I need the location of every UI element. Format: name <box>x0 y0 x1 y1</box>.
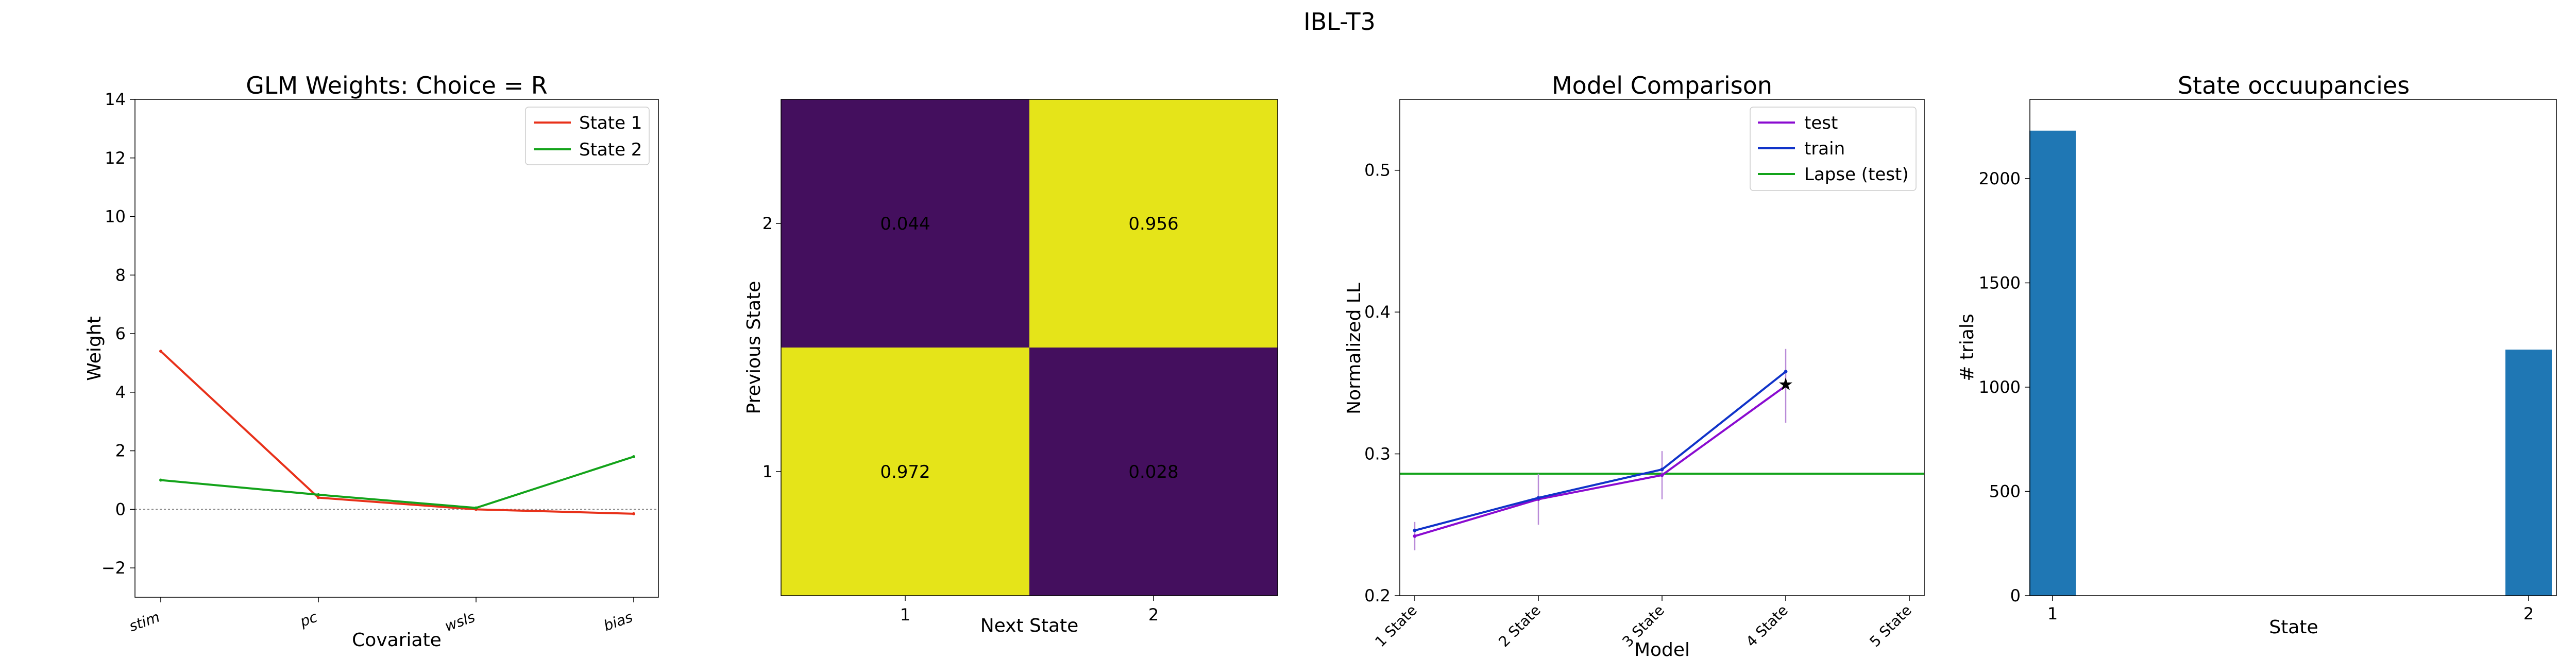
series-point <box>1784 370 1788 374</box>
heatmap-cell <box>781 99 1029 348</box>
series-point <box>632 512 635 515</box>
series-point <box>317 493 320 496</box>
legend-label-state-2: State 2 <box>579 140 642 160</box>
y-tick-label: 0.3 <box>1364 444 1391 464</box>
heatmap-xlabel: Next State <box>980 615 1079 636</box>
x-tick-label: bias <box>601 609 635 635</box>
legend-label-lapse: Lapse (test) <box>1804 164 1909 185</box>
y-tick-label: 0.2 <box>1364 586 1391 605</box>
x-tick-label: 4 State <box>1742 602 1791 651</box>
y-tick-label: 2 <box>762 214 773 233</box>
heatmap-value-label: 0.044 <box>880 214 930 234</box>
series-line-2 <box>160 456 634 509</box>
y-tick-label: 2 <box>115 441 126 461</box>
x-tick-label: stim <box>127 609 162 635</box>
state-occupancy-panel: State occuupancies State # trials 0 500 10… <box>1957 72 2557 638</box>
y-tick-label: 12 <box>105 148 126 168</box>
legend-label-test: test <box>1804 113 1838 133</box>
series-line-1 <box>160 350 634 515</box>
glm-weights-axes-frame <box>134 99 659 598</box>
series-line-test <box>1414 385 1787 537</box>
y-tick-label: 1 <box>762 462 773 481</box>
y-tick-label: 4 <box>115 383 126 402</box>
state-occupancy-title: State occuupancies <box>2178 72 2410 99</box>
x-tick-label: 2 State <box>1495 602 1544 651</box>
model-comparison-series: ★ <box>1400 349 1924 550</box>
heatmap-ylabel: Previous State <box>743 281 765 414</box>
state-occupancy-ticks: 0 500 1000 1500 2000 1 2 <box>1979 169 2534 623</box>
model-comparison-legend: test train Lapse (test) <box>1750 107 1917 191</box>
heatmap-cell <box>781 348 1029 596</box>
series-point <box>1536 496 1540 500</box>
heatmap-value-label: 0.972 <box>880 462 930 482</box>
series-point <box>159 350 162 353</box>
glm-weights-ylabel: Weight <box>84 316 105 380</box>
model-comparison-xlabel: Model <box>1634 639 1690 659</box>
series-point <box>632 455 635 458</box>
y-tick-label: 8 <box>115 265 126 285</box>
state-occupancy-ylabel: # trials <box>1957 314 1978 381</box>
series-point <box>1660 467 1664 472</box>
heatmap-cell <box>1029 348 1278 596</box>
bar-state-2 <box>2505 350 2552 596</box>
model-comparison-ylabel: Normalized LL <box>1344 283 1365 414</box>
glm-weights-legend: State 1 State 2 <box>525 107 650 165</box>
heatmap-value-label: 0.956 <box>1128 214 1178 234</box>
y-tick-label: 1000 <box>1979 377 2021 397</box>
heatmap-axes-frame <box>781 99 1278 596</box>
bar-state-1 <box>2029 130 2076 596</box>
y-tick-label: −2 <box>101 558 126 578</box>
legend-label-state-1: State 1 <box>579 113 642 133</box>
legend-box <box>1750 107 1917 191</box>
heatmap-value-label: 0.028 <box>1128 462 1178 482</box>
series-point <box>159 478 162 482</box>
y-tick-label: 0 <box>2010 586 2021 605</box>
figure-title: IBL-T3 <box>1303 8 1376 36</box>
y-tick-label: 0.4 <box>1364 302 1391 322</box>
series-line-train <box>1414 371 1787 532</box>
heatmap-cells: 0.044 0.956 0.972 0.028 <box>781 99 1278 596</box>
state-occupancy-bars <box>2029 130 2552 596</box>
best-model-star: ★ <box>1778 374 1793 395</box>
transition-heatmap-panel: 0.044 0.956 0.972 0.028 1 2 2 1 Next State Pre… <box>743 99 1278 636</box>
heatmap-ticks: 1 2 2 1 <box>762 214 1159 625</box>
x-tick-label: 2 <box>1148 605 1159 625</box>
glm-weights-title: GLM Weights: Choice = R <box>246 72 547 99</box>
y-tick-label: 2000 <box>1979 169 2021 188</box>
heatmap-cell <box>1029 99 1278 348</box>
series-point <box>1784 384 1788 388</box>
state-occupancy-axes-frame <box>2029 99 2557 596</box>
x-tick-label: 1 <box>900 605 910 625</box>
x-tick-label: pc <box>297 608 320 630</box>
model-comparison-title: Model Comparison <box>1552 72 1772 99</box>
model-comparison-panel: Model Comparison Model Normalized LL 0.2… <box>1344 72 1925 659</box>
x-tick-label: 1 State <box>1371 602 1420 651</box>
series-point <box>1413 534 1417 538</box>
state-occupancy-xlabel: State <box>2269 617 2318 638</box>
x-tick-label: 5 State <box>1866 602 1915 651</box>
y-tick-label: 1500 <box>1979 273 2021 292</box>
legend-label-train: train <box>1804 138 1845 159</box>
series-point <box>317 496 320 499</box>
y-tick-label: 14 <box>105 90 126 109</box>
x-tick-label: 2 <box>2523 604 2534 623</box>
y-tick-label: 10 <box>105 207 126 227</box>
glm-weights-ticks: −2 0 2 4 6 8 10 12 14 stim pc wsls bias <box>101 90 635 635</box>
glm-weights-panel: GLM Weights: Choice = R Covariate Weight… <box>84 72 659 651</box>
y-tick-label: 6 <box>115 324 126 343</box>
series-point <box>1413 528 1417 532</box>
y-tick-label: 500 <box>1989 481 2021 501</box>
glm-weights-xlabel: Covariate <box>352 630 442 651</box>
x-tick-label: wsls <box>443 609 478 635</box>
y-tick-label: 0.5 <box>1364 161 1391 180</box>
model-comparison-ticks: 0.20.30.40.51 State 2 State 3 State 4 State… <box>1364 161 1915 651</box>
series-point <box>474 506 478 510</box>
series-point <box>1660 473 1664 477</box>
x-tick-label: 1 <box>2047 604 2058 623</box>
y-tick-label: 0 <box>115 499 126 519</box>
model-comparison-axes-frame <box>1399 99 1925 596</box>
glm-weights-series <box>159 350 635 515</box>
